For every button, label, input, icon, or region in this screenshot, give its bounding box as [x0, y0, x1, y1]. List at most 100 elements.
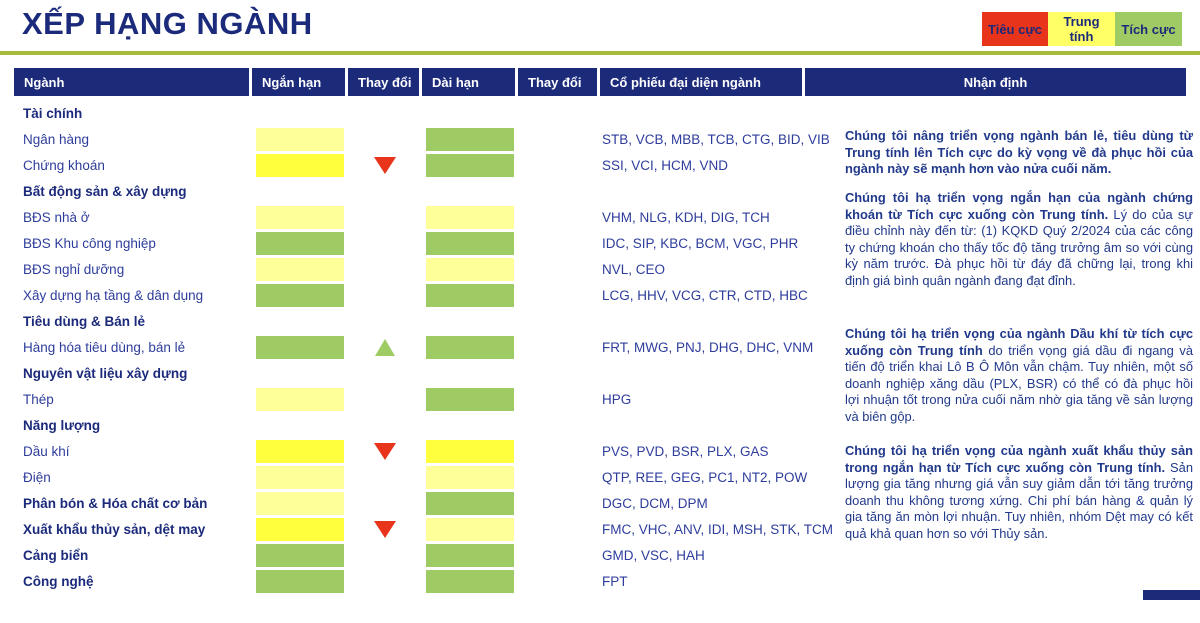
short-term-rating-cell: [252, 204, 348, 230]
short-term-rating-cell: [252, 360, 348, 386]
header-industry: Ngành: [14, 68, 252, 96]
section-row: Tài chính: [14, 100, 1186, 126]
short-term-change-cell: [348, 126, 422, 152]
short-term-rating-cell: [252, 230, 348, 256]
short-term-rating-neutral: [256, 127, 344, 151]
long-term-rating-cell: [422, 152, 518, 178]
section-row: Nguyên vật liệu xây dựng: [14, 360, 1186, 386]
industry-row: Dầu khí PVS, PVD, BSR, PLX, GAS: [14, 438, 1186, 464]
page-title: XẾP HẠNG NGÀNH: [22, 6, 313, 41]
legend-positive: Tích cực: [1115, 12, 1182, 46]
long-term-rating-cell: [422, 490, 518, 516]
short-term-change-cell: [348, 204, 422, 230]
table-header-row: Ngành Ngắn hạn Thay đổi Dài hạn Thay đổi…: [14, 68, 1186, 96]
industry-label: Cảng biển: [23, 547, 89, 563]
short-term-rating-neutral: [256, 387, 344, 411]
assessment-oil-gas-bold: Chúng tôi hạ triển vọng của ngành Dầu kh…: [845, 326, 1193, 358]
short-term-rating-neutral: [256, 205, 344, 229]
short-term-rating-cell: [252, 178, 348, 204]
long-term-change-cell: [518, 360, 600, 386]
short-term-change-cell: [348, 386, 422, 412]
short-term-change-cell: [348, 178, 422, 204]
long-term-rating-neutral: [426, 465, 514, 489]
industry-stocks: IDC, SIP, KBC, BCM, VGC, PHR: [602, 235, 799, 251]
short-term-rating-cell: [252, 386, 348, 412]
assessment-retail: Chúng tôi nâng triển vọng ngành bán lẻ, …: [845, 128, 1193, 178]
short-term-rating-cell: [252, 100, 348, 126]
long-term-change-cell: [518, 308, 600, 334]
long-term-rating-positive: [426, 543, 514, 567]
industry-stocks: GMD, VSC, HAH: [602, 547, 705, 563]
short-term-change-cell: [348, 308, 422, 334]
short-term-rating-positive: [256, 283, 344, 307]
long-term-rating-cell: [422, 334, 518, 360]
long-term-rating-cell: [422, 204, 518, 230]
legend-positive-label: Tích cực: [1121, 21, 1176, 37]
industry-row: BĐS nghỉ dưỡng NVL, CEO: [14, 256, 1186, 282]
short-term-change-cell: [348, 360, 422, 386]
short-term-change-cell: [348, 438, 422, 464]
short-term-rating-cell: [252, 256, 348, 282]
industry-label: Chứng khoán: [23, 157, 105, 173]
legend-neutral-label: Trung tính: [1063, 14, 1100, 44]
industry-row: BĐS Khu công nghiệp IDC, SIP, KBC, BCM, V…: [14, 230, 1186, 256]
short-term-rating-cell: [252, 152, 348, 178]
short-term-rating-positive: [256, 569, 344, 593]
industry-stocks: FPT: [602, 573, 628, 589]
short-term-rating-neutral: [256, 491, 344, 515]
header-short-term: Ngắn hạn: [252, 68, 348, 96]
industry-row: Phân bón & Hóa chất cơ bản DGC, DCM, DPM: [14, 490, 1186, 516]
assessment-seafood-text: Sản lượng gia tăng nhưng giá vẫn suy giả…: [845, 459, 1193, 541]
short-term-change-cell: [348, 490, 422, 516]
long-term-rating-positive: [426, 283, 514, 307]
industry-label: Xây dựng hạ tầng & dân dụng: [23, 287, 204, 303]
short-term-change-down-arrow-icon: [374, 520, 396, 538]
short-term-change-cell: [348, 464, 422, 490]
long-term-rating-cell: [422, 282, 518, 308]
assessment-oil-gas: Chúng tôi hạ triển vọng của ngành Dầu kh…: [845, 326, 1193, 426]
short-term-rating-neutral_new: [256, 517, 344, 541]
short-term-change-cell: [348, 334, 422, 360]
industry-stocks: STB, VCB, MBB, TCB, CTG, BID, VIB: [602, 131, 830, 147]
assessment-seafood-bold: Chúng tôi hạ triển vọng của ngành xuất k…: [845, 443, 1193, 475]
industry-label: Thép: [23, 391, 54, 407]
short-term-rating-cell: [252, 334, 348, 360]
long-term-rating-cell: [422, 230, 518, 256]
assessment-securities-bold: Chúng tôi hạ triển vọng ngắn hạn của ngà…: [845, 190, 1193, 222]
short-term-rating-cell: [252, 464, 348, 490]
long-term-rating-cell: [422, 542, 518, 568]
short-term-rating-neutral_new: [256, 439, 344, 463]
long-term-change-cell: [518, 412, 600, 438]
long-term-rating-positive: [426, 153, 514, 177]
long-term-change-cell: [518, 282, 600, 308]
industry-label: BĐS nghỉ dưỡng: [23, 261, 125, 277]
long-term-rating-cell: [422, 386, 518, 412]
header-long-term: Dài hạn: [422, 68, 518, 96]
long-term-rating-positive: [426, 569, 514, 593]
industry-label: Ngân hàng: [23, 131, 90, 147]
section-label: Nguyên vật liệu xây dựng: [23, 365, 188, 381]
short-term-rating-neutral: [256, 465, 344, 489]
long-term-change-cell: [518, 256, 600, 282]
header-long-term-change: Thay đổi: [518, 68, 600, 96]
short-term-change-cell: [348, 282, 422, 308]
industry-stocks: SSI, VCI, HCM, VND: [602, 157, 729, 173]
short-term-change-cell: [348, 100, 422, 126]
section-label: Tiêu dùng & Bán lẻ: [23, 313, 146, 329]
short-term-change-cell: [348, 412, 422, 438]
short-term-rating-positive: [256, 543, 344, 567]
industry-label: Hàng hóa tiêu dùng, bán lẻ: [23, 339, 186, 355]
long-term-change-cell: [518, 568, 600, 594]
short-term-rating-neutral: [256, 257, 344, 281]
industry-stocks: NVL, CEO: [602, 261, 666, 277]
short-term-change-cell: [348, 152, 422, 178]
short-term-rating-cell: [252, 438, 348, 464]
industry-label: Phân bón & Hóa chất cơ bản: [23, 495, 208, 511]
industry-stocks: HPG: [602, 391, 632, 407]
long-term-rating-neutral: [426, 517, 514, 541]
long-term-change-cell: [518, 100, 600, 126]
legend-neutral: Trung tính: [1048, 12, 1115, 46]
short-term-change-cell: [348, 516, 422, 542]
short-term-change-down-arrow-icon: [374, 156, 396, 174]
short-term-rating-cell: [252, 490, 348, 516]
